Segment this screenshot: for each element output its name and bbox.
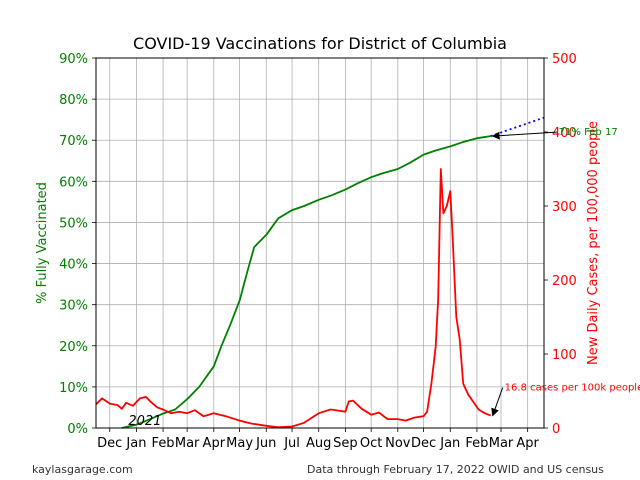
y-tick-label-right: 200 [552, 274, 577, 289]
grid [96, 57, 544, 429]
x-tick-label: Jun [255, 436, 276, 451]
y-tick-label-left: 40% [59, 258, 88, 273]
chart-title: COVID-19 Vaccinations for District of Co… [133, 34, 507, 53]
x-tick-label: Aug [306, 436, 331, 451]
cases-annotation-label: 16.8 cases per 100k people [505, 383, 640, 394]
ticks: Dec Jan Feb Mar Apr May Jun Jul Aug Sep Oct Nov Dec J… [59, 52, 577, 451]
plot-frame [95, 57, 545, 429]
y-tick-label-right: 500 [552, 52, 577, 67]
vaccination-annotation-label: 71% Feb 17 [559, 127, 618, 138]
y-tick-label-left: 70% [59, 134, 88, 149]
y-tick-label-right: 300 [552, 200, 577, 215]
vaccinated-line [121, 135, 491, 429]
x-tick-label: Apr [516, 436, 539, 451]
vaccination-annotation-arrow [491, 131, 557, 140]
y-tick-label-left: 90% [59, 52, 88, 67]
daily-cases-line [95, 168, 492, 429]
x-tick-label: Jan [439, 436, 460, 451]
cases-annotation-arrow [491, 387, 504, 417]
x-tick-label: Feb [152, 436, 175, 451]
y-tick-label-right: 0 [552, 422, 560, 437]
footer-source: kaylasgarage.com [32, 463, 133, 476]
x-tick-label: Mar [175, 436, 200, 451]
x-tick-label: May [226, 436, 253, 451]
x-tick-label: Feb [465, 436, 488, 451]
y-tick-label-left: 0% [67, 422, 88, 437]
footer-data-note: Data through February 17, 2022 OWID and … [307, 463, 604, 476]
y-tick-label-left: 10% [59, 381, 88, 396]
y-tick-label-left: 50% [59, 216, 88, 231]
x-tick-label: Nov [385, 436, 411, 451]
x-tick-label: Oct [360, 436, 382, 451]
x-tick-label: Dec [97, 436, 122, 451]
y-tick-label-left: 20% [59, 340, 88, 355]
y-tick-label-left: 80% [59, 93, 88, 108]
y-axis-label-left: % Fully Vaccinated [35, 182, 50, 304]
y-tick-label-left: 60% [59, 175, 88, 190]
series-group [95, 116, 545, 429]
y-tick-label-left: 30% [59, 299, 88, 314]
x-tick-label: Mar [489, 436, 514, 451]
x-tick-label: Apr [203, 436, 226, 451]
y-tick-label-right: 400 [552, 126, 577, 141]
x-tick-label: Dec [411, 436, 436, 451]
year-label: 2021 [128, 414, 161, 429]
y-axis-label-right: New Daily Cases, per 100,000 people [586, 121, 601, 365]
x-tick-label: Sep [333, 436, 358, 451]
annotations: 71% Feb 17 16.8 cases per 100k people [491, 127, 640, 417]
x-tick-label: Jan [125, 436, 146, 451]
x-tick-label: Jul [283, 436, 300, 451]
y-tick-label-right: 100 [552, 348, 577, 363]
